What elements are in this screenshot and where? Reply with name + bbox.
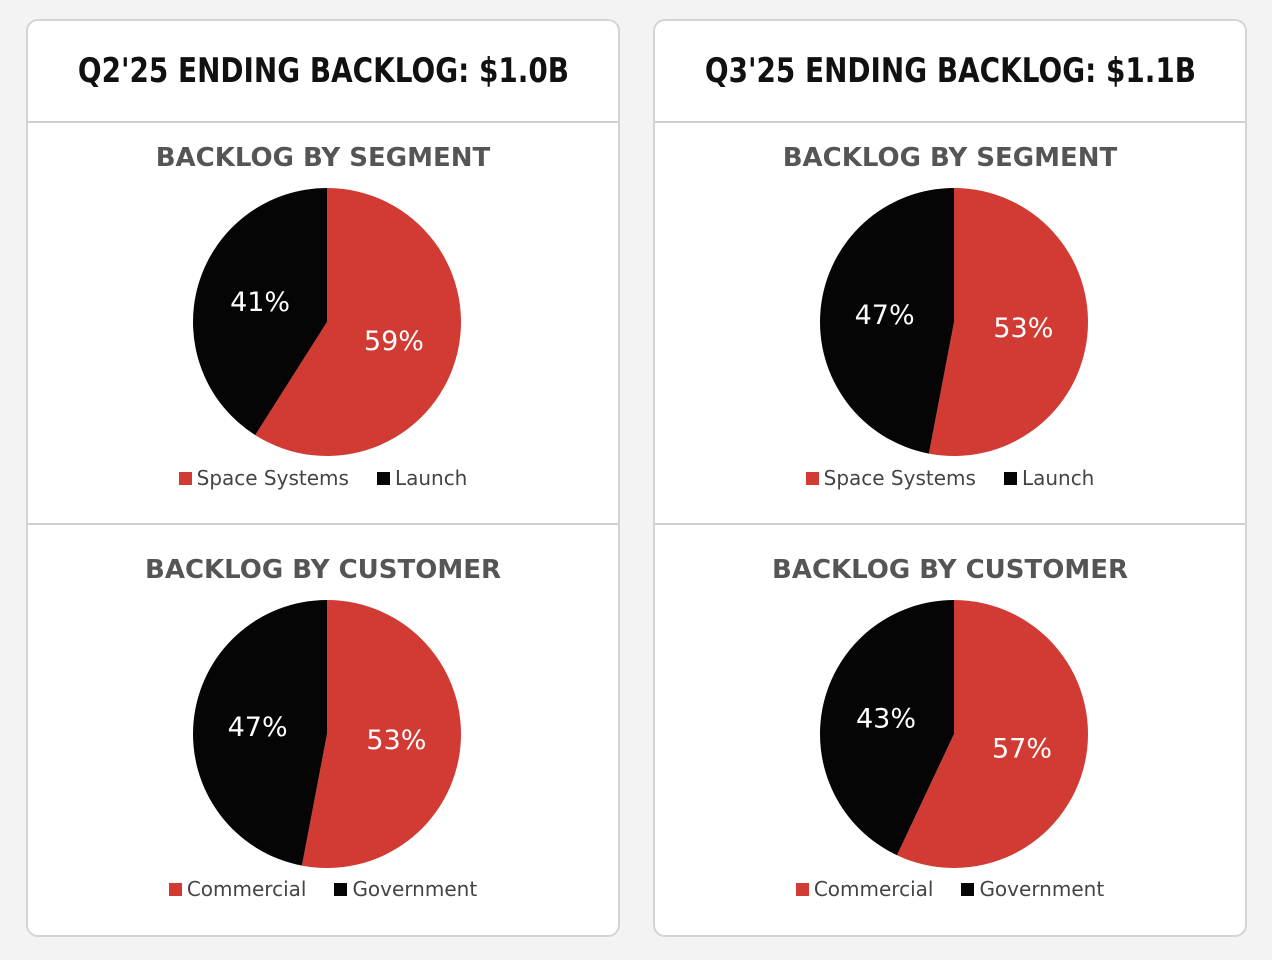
legend-swatch-black	[961, 882, 975, 896]
customer-pie-chart: 57% 43%	[819, 600, 1088, 868]
card-title: Q3'25 ENDING BACKLOG: $1.1B	[704, 51, 1196, 91]
legend-label: Space Systems	[823, 466, 976, 490]
legend-label: Commercial	[813, 877, 934, 901]
card-title: Q2'25 ENDING BACKLOG: $1.0B	[77, 51, 569, 91]
pie-slice-launch	[193, 188, 327, 436]
legend-swatch-black	[376, 471, 390, 485]
q3-backlog-card: Q3'25 ENDING BACKLOG: $1.1B BACKLOG BY S…	[653, 19, 1247, 937]
legend-label: Government	[352, 877, 478, 901]
pie-data-label: 53%	[366, 725, 426, 756]
pie-data-label: 57%	[992, 734, 1052, 765]
legend-swatch-black	[1003, 471, 1017, 485]
legend-swatch-red	[168, 882, 182, 896]
pie-slice-government	[193, 600, 327, 866]
pie-data-label: 59%	[364, 326, 424, 357]
pie-data-label: 53%	[993, 313, 1053, 344]
customer-section: BACKLOG BY CUSTOMER 53% 47% Commercial Go…	[28, 525, 618, 927]
legend-label: Launch	[394, 466, 468, 490]
legend-item-space-systems: Space Systems	[805, 466, 976, 490]
pie-data-label: 41%	[230, 287, 290, 318]
legend-item-launch: Launch	[1003, 466, 1095, 490]
legend-item-government: Government	[334, 877, 477, 901]
pie-slice-commercial	[896, 600, 1088, 868]
pie-slice-space-systems	[928, 188, 1088, 456]
chart-legend: Space Systems Launch	[28, 466, 618, 490]
legend-item-space-systems: Space Systems	[178, 466, 349, 490]
legend-item-commercial: Commercial	[168, 877, 307, 901]
pie-slice-government	[819, 600, 954, 856]
chart-title: BACKLOG BY SEGMENT	[782, 143, 1118, 173]
legend-item-commercial: Commercial	[795, 877, 934, 901]
legend-item-government: Government	[961, 877, 1104, 901]
card-header: Q2'25 ENDING BACKLOG: $1.0B	[28, 21, 618, 123]
legend-label: Commercial	[186, 877, 307, 901]
segment-pie-chart: 59% 41%	[193, 188, 462, 457]
chart-title: BACKLOG BY SEGMENT	[155, 143, 491, 173]
legend-label: Government	[979, 877, 1105, 901]
customer-section: BACKLOG BY CUSTOMER 57% 43% Commercial Go…	[655, 525, 1245, 927]
pie-slice-space-systems	[255, 188, 462, 457]
chart-legend: Space Systems Launch	[655, 466, 1245, 490]
pie-slice-launch	[820, 188, 954, 454]
legend-item-launch: Launch	[376, 466, 468, 490]
legend-swatch-black	[334, 882, 348, 896]
customer-pie-chart: 53% 47%	[193, 600, 462, 868]
segment-section: BACKLOG BY SEGMENT 59% 41% Space Systems …	[28, 123, 618, 525]
pie-data-label: 47%	[855, 300, 915, 331]
pie-slice-commercial	[301, 600, 462, 868]
pie-data-label: 43%	[856, 703, 916, 734]
segment-section: BACKLOG BY SEGMENT 53% 47% Space Systems …	[655, 123, 1245, 525]
legend-swatch-red	[178, 471, 192, 485]
chart-title: BACKLOG BY CUSTOMER	[772, 555, 1128, 585]
legend-label: Launch	[1021, 466, 1095, 490]
pie-data-label: 47%	[228, 712, 288, 743]
legend-swatch-red	[805, 471, 819, 485]
chart-title: BACKLOG BY CUSTOMER	[145, 555, 501, 585]
segment-pie-chart: 53% 47%	[820, 188, 1088, 456]
legend-swatch-red	[795, 882, 809, 896]
legend-label: Space Systems	[196, 466, 349, 490]
chart-legend: Commercial Government	[28, 877, 618, 901]
chart-legend: Commercial Government	[655, 877, 1245, 901]
card-header: Q3'25 ENDING BACKLOG: $1.1B	[655, 21, 1245, 123]
q2-backlog-card: Q2'25 ENDING BACKLOG: $1.0B BACKLOG BY S…	[26, 19, 620, 937]
